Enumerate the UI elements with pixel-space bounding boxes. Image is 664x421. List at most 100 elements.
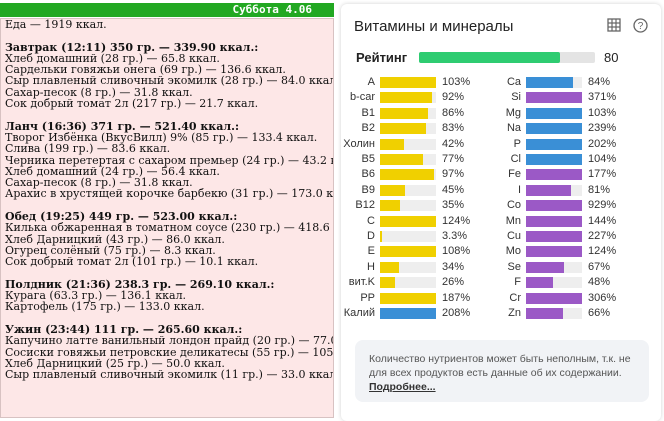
nutrient-percent: 177% [588, 168, 617, 181]
nutrient-bar [380, 292, 436, 304]
nutrient-name: Mg [505, 106, 521, 119]
panel-title: Витамины и минералы [354, 18, 514, 35]
diary-text-area[interactable]: Еда — 1919 ккал. Завтрак (12:11) 350 гр. … [0, 18, 334, 418]
nutrient-percent: 202% [588, 137, 617, 150]
diary-entry: Хлеб Дарницкий (25 гр.) — 50.0 ккал. [5, 356, 225, 370]
nutrient-percent: 187% [442, 291, 471, 304]
food-diary-panel: Суббота 4.06 Еда — 1919 ккал. Завтрак (12… [0, 3, 334, 418]
nutrient-bar-fill [526, 261, 564, 273]
nutrient-bar [526, 308, 582, 319]
nutrient-name: Mo [505, 245, 521, 258]
nutrient-bar [526, 154, 582, 165]
nutrient-percent: 208% [442, 307, 471, 319]
nutrient-bar [380, 138, 436, 150]
meal-header: Ужин (23:44) 111 гр. — 265.60 ккал.: [5, 323, 243, 337]
nutrient-name: B12 [355, 199, 375, 212]
nutrient-bar [380, 92, 436, 104]
diary-entry: Слива (199 гр.) — 83.6 ккал. [5, 142, 171, 156]
diary-entry: Сосиски говяжьи петровские деликатесы (5… [5, 345, 334, 359]
nutrient-percent: 34% [442, 260, 465, 273]
nutrient-name: Co [506, 199, 521, 212]
nutrient-name: Se [507, 260, 521, 273]
diary-entry: Сок добрый томат 2л (101 гр.) — 10.1 кка… [5, 255, 259, 269]
meal-header: Ланч (16:36) 371 гр. — 521.40 ккал.: [5, 119, 240, 133]
nutrient-bar-fill [526, 92, 582, 104]
nutrient-name: вит.K [348, 276, 375, 289]
nutrient-bar [526, 107, 582, 119]
nutrient-percent: 81% [588, 183, 611, 196]
nutrient-percent: 124% [442, 214, 471, 227]
nutrient-bar [526, 123, 582, 135]
nutrient-name: B5 [361, 153, 375, 165]
nutrient-bar-fill [380, 308, 436, 319]
nutrient-name: Zn [508, 307, 521, 319]
diary-entry: Капучино латте ванильный лондон прайд (2… [5, 334, 333, 348]
nutrient-bar [526, 292, 582, 304]
nutrient-name: Ca [506, 76, 521, 88]
diary-entry: Хлеб домашний (24 гр.) — 56.4 ккал. [5, 164, 220, 178]
nutrient-bar-fill [380, 261, 400, 273]
nutrient-bar [526, 261, 582, 273]
nutrient-bar [526, 77, 582, 88]
nutrient-bar [526, 184, 582, 196]
nutrient-percent: 67% [588, 260, 611, 273]
nutrient-bar [380, 277, 436, 289]
table-icon[interactable] [605, 18, 623, 36]
meal-header: Завтрак (12:11) 350 гр. — 339.90 ккал.: [5, 40, 259, 54]
nutrient-name: B6 [361, 168, 375, 181]
nutrient-percent: 86% [442, 106, 465, 119]
diary-entry: Сыр плавленый сливочный экомилк (28 гр.)… [5, 74, 334, 88]
nutrient-name: PP [360, 291, 375, 304]
nutrient-percent: 103% [588, 106, 617, 119]
nutrient-bar [380, 246, 436, 258]
nutrient-name: Калий [343, 307, 375, 319]
nutrient-name: Si [511, 91, 521, 104]
nutrient-bar [526, 246, 582, 258]
nutrient-bar-fill [380, 292, 436, 304]
nutrient-bar [380, 77, 436, 88]
nutrient-percent: 108% [442, 245, 471, 258]
diary-entry: Черника перетертая с сахаром премьер (24… [5, 153, 334, 167]
nutrient-bar-fill [380, 77, 436, 88]
nutrient-name: Cl [510, 153, 521, 165]
vitamins-minerals-panel: Витамины и минералы ? Рейтинг 80 A 103% b-… [341, 4, 661, 421]
nutrient-bar-fill [380, 184, 406, 196]
diary-entry: Творог Избёнка (ВкусВилл) 9% (85 гр.) — … [5, 130, 318, 144]
nutrient-bar [380, 123, 436, 135]
nutrient-bar-fill [526, 184, 572, 196]
nutrient-percent: 84% [588, 76, 611, 88]
nutrient-bar-fill [526, 292, 582, 304]
nutrient-percent: 3.3% [442, 230, 468, 242]
meal-header: Обед (19:25) 449 гр. — 523.00 ккал.: [5, 210, 238, 224]
diary-date-header: Суббота 4.06 [0, 3, 334, 17]
help-circle-icon[interactable]: ? [631, 18, 649, 36]
nutrient-bar [526, 92, 582, 104]
nutrient-bar-fill [380, 169, 435, 181]
nutrient-bar-fill [526, 123, 582, 135]
nutrient-bar-fill [380, 215, 436, 227]
nutrient-bar-fill [380, 92, 432, 104]
nutrient-bar-fill [380, 277, 395, 289]
nutrient-percent: 77% [442, 153, 465, 165]
nutrient-name: Холин [343, 137, 375, 150]
nutrient-bar [380, 261, 436, 273]
nutrient-name: F [514, 276, 521, 289]
info-note-text: Количество нутриентов может быть неполны… [369, 353, 631, 379]
diary-entry: Огурец солёный (75 гр.) — 8.3 ккал. [5, 243, 216, 257]
nutrient-percent: 35% [442, 199, 465, 212]
nutrient-percent: 227% [588, 230, 617, 242]
diary-entry: Курага (63.3 гр.) — 136.1 ккал. [5, 289, 187, 303]
nutrient-name: B2 [361, 122, 375, 135]
nutrient-bar-fill [526, 308, 563, 319]
more-link[interactable]: Подробнее... [369, 381, 436, 393]
nutrient-name: Na [506, 122, 521, 135]
nutrient-name: P [513, 137, 521, 150]
diary-entry: Арахис в хрустящей корочке барбекю (31 г… [5, 187, 334, 201]
nutrient-bar-fill [380, 246, 436, 258]
nutrient-bar-fill [526, 215, 582, 227]
nutrient-percent: 45% [442, 183, 465, 196]
nutrient-name: H [367, 260, 375, 273]
nutrient-percent: 929% [588, 199, 617, 212]
nutrient-bar-fill [380, 138, 404, 150]
diary-entry: Картофель (175 гр.) — 133.0 ккал. [5, 300, 205, 314]
